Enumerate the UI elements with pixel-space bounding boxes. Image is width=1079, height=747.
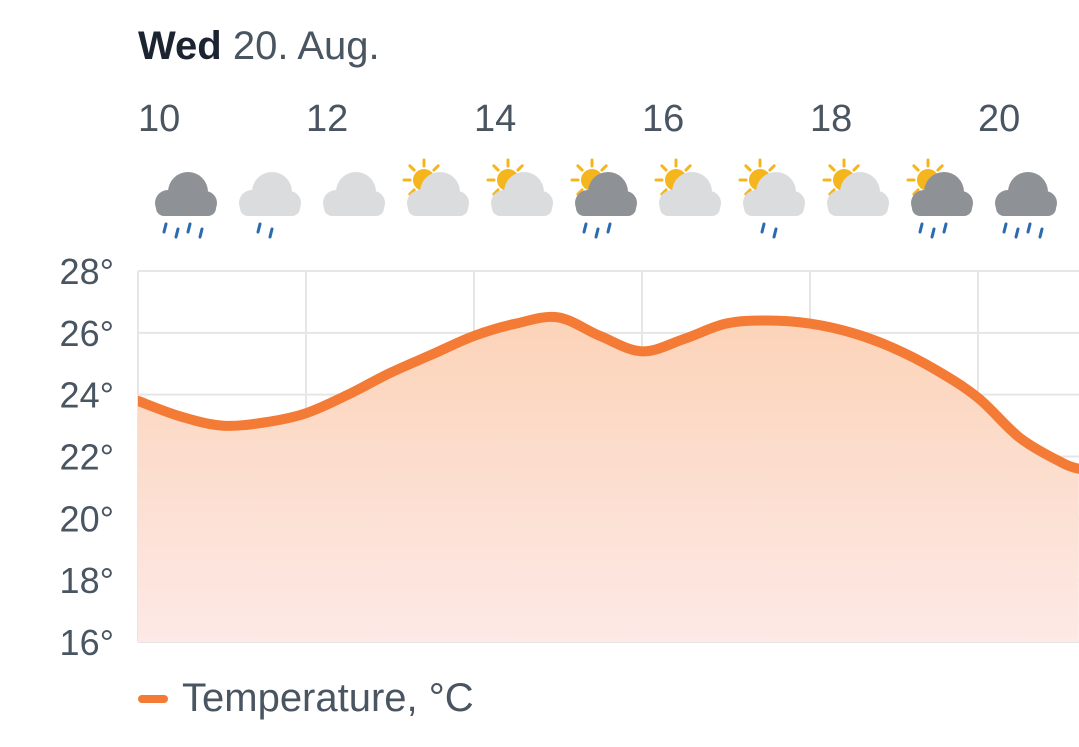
weather-icon-row xyxy=(155,158,1057,239)
temperature-area xyxy=(138,316,1079,642)
hour-tick-label: 14 xyxy=(474,98,516,140)
hour-tick-label: 16 xyxy=(642,98,684,140)
y-tick-label: 18° xyxy=(60,560,114,601)
y-axis: 16° 18° 20° 22° 24° 26° 28° xyxy=(60,251,114,663)
y-tick-label: 26° xyxy=(60,313,114,354)
sun-light-rain-icon xyxy=(738,158,805,239)
legend-swatch xyxy=(138,694,168,703)
temperature-line xyxy=(138,311,1079,474)
day-label: Wed xyxy=(138,24,222,68)
date-label: 20. Aug. xyxy=(232,24,380,68)
y-tick-label: 28° xyxy=(60,251,114,292)
date-header: Wed 20. Aug. xyxy=(138,24,380,69)
heavy-rain-dark-cloud-icon xyxy=(155,172,217,239)
y-tick-label: 22° xyxy=(60,437,114,478)
hour-tick-label: 10 xyxy=(138,98,180,140)
y-tick-label: 16° xyxy=(60,622,114,663)
legend: Temperature, °C xyxy=(138,676,474,721)
legend-label: Temperature, °C xyxy=(182,676,474,720)
hour-tick-label: 20 xyxy=(978,98,1020,140)
heavy-rain-dark-cloud-icon xyxy=(995,172,1057,239)
partly-sunny-icon xyxy=(402,158,469,216)
hour-tick-label: 12 xyxy=(306,98,348,140)
sun-rain-dark-cloud-icon xyxy=(570,158,637,239)
partly-sunny-icon xyxy=(822,158,889,216)
sun-rain-dark-cloud-icon xyxy=(906,158,973,239)
y-tick-label: 20° xyxy=(60,498,114,539)
hour-axis: 10 12 14 16 18 20 xyxy=(138,98,1020,140)
partly-sunny-icon xyxy=(486,158,553,216)
partly-sunny-icon xyxy=(654,158,721,216)
hour-tick-label: 18 xyxy=(810,98,852,140)
temperature-chart: 10 12 14 16 18 20 16° 18° 20° 22° 24° 26° 28° xyxy=(60,98,1079,663)
y-tick-label: 24° xyxy=(60,375,114,416)
light-rain-cloud-icon xyxy=(239,172,301,239)
cloud-icon xyxy=(323,172,385,216)
